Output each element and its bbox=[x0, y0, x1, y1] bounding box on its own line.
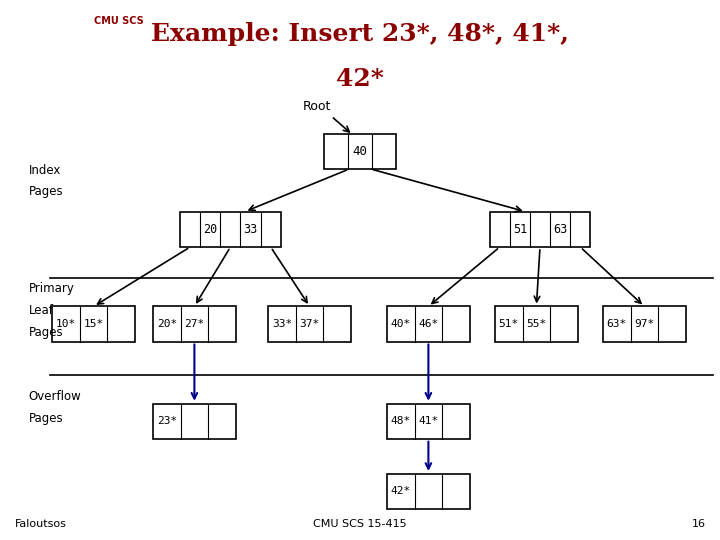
Text: Example: Insert 23*, 48*, 41*,: Example: Insert 23*, 48*, 41*, bbox=[151, 22, 569, 45]
Text: 46*: 46* bbox=[418, 319, 438, 329]
Text: 33: 33 bbox=[243, 223, 258, 236]
FancyBboxPatch shape bbox=[387, 404, 469, 438]
FancyBboxPatch shape bbox=[153, 404, 236, 438]
Text: 63*: 63* bbox=[607, 319, 627, 329]
Text: 27*: 27* bbox=[184, 319, 204, 329]
FancyBboxPatch shape bbox=[180, 212, 281, 247]
Text: 63: 63 bbox=[553, 223, 567, 236]
Text: 15*: 15* bbox=[84, 319, 104, 329]
Text: 40: 40 bbox=[353, 145, 367, 158]
Text: 37*: 37* bbox=[300, 319, 320, 329]
FancyBboxPatch shape bbox=[490, 212, 590, 247]
FancyBboxPatch shape bbox=[324, 134, 396, 168]
Text: 20*: 20* bbox=[157, 319, 177, 329]
Text: 40*: 40* bbox=[391, 319, 411, 329]
FancyBboxPatch shape bbox=[53, 306, 135, 341]
Text: 42*: 42* bbox=[336, 68, 384, 91]
FancyBboxPatch shape bbox=[603, 306, 685, 341]
FancyBboxPatch shape bbox=[387, 306, 469, 341]
Text: Pages: Pages bbox=[29, 412, 63, 425]
Text: 23*: 23* bbox=[157, 416, 177, 426]
Text: 97*: 97* bbox=[634, 319, 654, 329]
Text: 16: 16 bbox=[692, 519, 706, 529]
FancyBboxPatch shape bbox=[387, 474, 469, 509]
Text: 51*: 51* bbox=[499, 319, 519, 329]
Text: 20: 20 bbox=[203, 223, 217, 236]
Text: Root: Root bbox=[302, 100, 330, 113]
FancyBboxPatch shape bbox=[153, 306, 236, 341]
Text: 55*: 55* bbox=[526, 319, 546, 329]
Text: Index: Index bbox=[29, 164, 61, 177]
Text: 10*: 10* bbox=[56, 319, 76, 329]
FancyBboxPatch shape bbox=[268, 306, 351, 341]
Text: 42*: 42* bbox=[391, 487, 411, 496]
Text: Overflow: Overflow bbox=[29, 390, 81, 403]
Text: 33*: 33* bbox=[272, 319, 292, 329]
Text: CMU SCS 15-415: CMU SCS 15-415 bbox=[313, 519, 407, 529]
Text: Pages: Pages bbox=[29, 326, 63, 339]
Text: Primary: Primary bbox=[29, 282, 75, 295]
Text: Faloutsos: Faloutsos bbox=[14, 519, 66, 529]
Text: 48*: 48* bbox=[391, 416, 411, 426]
FancyBboxPatch shape bbox=[495, 306, 577, 341]
Text: 41*: 41* bbox=[418, 416, 438, 426]
Text: Pages: Pages bbox=[29, 185, 63, 198]
Text: 51: 51 bbox=[513, 223, 527, 236]
Text: CMU SCS: CMU SCS bbox=[94, 16, 143, 26]
Text: Leaf: Leaf bbox=[29, 304, 54, 317]
